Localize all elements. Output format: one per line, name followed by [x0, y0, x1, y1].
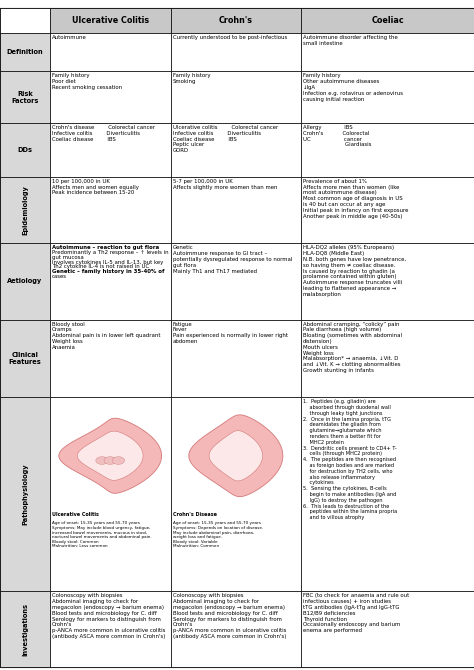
FancyBboxPatch shape — [0, 34, 50, 72]
FancyBboxPatch shape — [50, 123, 171, 177]
FancyBboxPatch shape — [171, 243, 301, 320]
Text: Involves cytokines IL-5 and IL-13, but key: Involves cytokines IL-5 and IL-13, but k… — [52, 259, 163, 265]
FancyBboxPatch shape — [0, 592, 50, 667]
FancyBboxPatch shape — [171, 34, 301, 72]
Text: Autoimmune: Autoimmune — [52, 36, 86, 40]
FancyBboxPatch shape — [50, 397, 171, 592]
FancyBboxPatch shape — [0, 72, 50, 123]
Text: DDs: DDs — [18, 147, 32, 153]
Text: Genetic
Autoimmune response to GI tract –
potentially dysregulated response to n: Genetic Autoimmune response to GI tract … — [173, 245, 292, 273]
FancyBboxPatch shape — [0, 177, 50, 243]
FancyBboxPatch shape — [301, 177, 474, 243]
Text: Coeliac: Coeliac — [371, 16, 404, 25]
FancyBboxPatch shape — [301, 72, 474, 123]
Text: Age of onset: 15-35 years and 55-70 years
Symptoms: May include blood urgency, f: Age of onset: 15-35 years and 55-70 year… — [52, 521, 151, 549]
FancyBboxPatch shape — [50, 177, 171, 243]
Text: Prevalence of about 1%
Affects more men than women (like
most autoimmune disease: Prevalence of about 1% Affects more men … — [303, 179, 408, 218]
Text: Crohn's: Crohn's — [219, 16, 253, 25]
Text: Genetic – family history in 35-40% of: Genetic – family history in 35-40% of — [52, 269, 164, 274]
Text: cases: cases — [52, 273, 67, 279]
Text: Predominantly a Th2 response – ↑ levels in: Predominantly a Th2 response – ↑ levels … — [52, 250, 168, 255]
Polygon shape — [209, 431, 263, 481]
Polygon shape — [59, 418, 162, 493]
Polygon shape — [189, 415, 283, 496]
FancyBboxPatch shape — [171, 72, 301, 123]
Text: FBC (to check for anaemia and rule out
infectious causes) + iron studies
tTG ant: FBC (to check for anaemia and rule out i… — [303, 594, 409, 633]
Polygon shape — [77, 431, 143, 480]
FancyBboxPatch shape — [301, 8, 474, 34]
Text: Crohn's Disease: Crohn's Disease — [173, 512, 217, 517]
Text: Family history
Smoking: Family history Smoking — [173, 74, 210, 84]
Text: Age of onset: 15-35 years and 55-70 years
Symptoms: Depends on location of disea: Age of onset: 15-35 years and 55-70 year… — [173, 521, 263, 549]
FancyBboxPatch shape — [171, 592, 301, 667]
Text: Fatigue
Fever
Pain experienced is normally in lower right
abdomen: Fatigue Fever Pain experienced is normal… — [173, 322, 288, 344]
FancyBboxPatch shape — [0, 8, 50, 34]
FancyBboxPatch shape — [0, 320, 50, 397]
Text: Th2 cytokine IL-4 is not raised in UC: Th2 cytokine IL-4 is not raised in UC — [52, 264, 149, 269]
Text: 5-7 per 100,000 in UK
Affects slightly more women than men: 5-7 per 100,000 in UK Affects slightly m… — [173, 179, 277, 190]
Text: Aetiology: Aetiology — [7, 279, 43, 285]
Text: Colonoscopy with biopsies
Abdominal imaging to check for
megacolon (endoscopy → : Colonoscopy with biopsies Abdominal imag… — [173, 594, 286, 639]
Text: Autoimmune disorder affecting the
small intestine: Autoimmune disorder affecting the small … — [303, 36, 398, 46]
FancyBboxPatch shape — [301, 34, 474, 72]
Text: Colonoscopy with biopsies
Abdominal imaging to check for
megacolon (endoscopy → : Colonoscopy with biopsies Abdominal imag… — [52, 594, 165, 639]
FancyBboxPatch shape — [50, 592, 171, 667]
FancyBboxPatch shape — [0, 123, 50, 177]
Text: Family history
Poor diet
Recent smoking cessation: Family history Poor diet Recent smoking … — [52, 74, 122, 90]
Text: Clinical
Features: Clinical Features — [9, 352, 41, 365]
FancyBboxPatch shape — [50, 34, 171, 72]
Text: Ulcerative Colitis: Ulcerative Colitis — [72, 16, 149, 25]
Text: Pathophysiology: Pathophysiology — [22, 464, 28, 525]
Text: Ulcerative colitis        Colorectal cancer
Infective colitis        Diverticuli: Ulcerative colitis Colorectal cancer Inf… — [173, 125, 278, 153]
FancyBboxPatch shape — [171, 8, 301, 34]
FancyBboxPatch shape — [0, 397, 50, 592]
FancyBboxPatch shape — [171, 177, 301, 243]
FancyBboxPatch shape — [50, 72, 171, 123]
FancyBboxPatch shape — [301, 243, 474, 320]
Polygon shape — [104, 457, 117, 464]
Polygon shape — [96, 457, 108, 464]
FancyBboxPatch shape — [0, 243, 50, 320]
Text: gut mucosa: gut mucosa — [52, 255, 83, 260]
FancyBboxPatch shape — [301, 320, 474, 397]
Text: 10 per 100,000 in UK
Affects men and women equally
Peak incidence between 15-20: 10 per 100,000 in UK Affects men and wom… — [52, 179, 138, 196]
Text: Risk
Factors: Risk Factors — [11, 90, 38, 104]
Text: Family history
Other autoimmune diseases
↓IgA
Infection e.g. rotavirus or adenov: Family history Other autoimmune diseases… — [303, 74, 403, 102]
FancyBboxPatch shape — [50, 243, 171, 320]
FancyBboxPatch shape — [301, 123, 474, 177]
Text: Ulcerative Colitis: Ulcerative Colitis — [52, 512, 99, 517]
FancyBboxPatch shape — [50, 320, 171, 397]
Text: Autoimmune – reaction to gut flora: Autoimmune – reaction to gut flora — [52, 245, 159, 251]
Text: Epidemiology: Epidemiology — [22, 185, 28, 235]
Text: Abdominal cramping, “colicky” pain
Pale diarrhoea (high volume)
Bloating (someti: Abdominal cramping, “colicky” pain Pale … — [303, 322, 402, 373]
FancyBboxPatch shape — [301, 397, 474, 592]
FancyBboxPatch shape — [301, 592, 474, 667]
Text: Bloody stool
Cramps
Abdominal pain is in lower left quadrant
Weight loss
Anaemia: Bloody stool Cramps Abdominal pain is in… — [52, 322, 160, 350]
Text: Definition: Definition — [7, 50, 43, 56]
Text: Investigations: Investigations — [22, 602, 28, 655]
FancyBboxPatch shape — [50, 8, 171, 34]
FancyBboxPatch shape — [171, 123, 301, 177]
Text: HLA-DQ2 alleles (95% Europeans)
HLA-DQ8 (Middle East)
N.B. both genes have low p: HLA-DQ2 alleles (95% Europeans) HLA-DQ8 … — [303, 245, 406, 297]
FancyBboxPatch shape — [171, 320, 301, 397]
Text: Currently understood to be post-infectious: Currently understood to be post-infectio… — [173, 36, 287, 40]
Text: 1.  Peptides (e.g. gliadin) are
    absorbed through duodenal wall
    through l: 1. Peptides (e.g. gliadin) are absorbed … — [303, 399, 397, 520]
FancyBboxPatch shape — [171, 397, 301, 592]
Text: Allergy             IBS
Crohn's           Colorectal
UC                   cancer: Allergy IBS Crohn's Colorectal UC cancer — [303, 125, 371, 147]
Polygon shape — [112, 457, 125, 464]
Text: Crohn's disease        Colorectal cancer
Infective colitis        Diverticulitis: Crohn's disease Colorectal cancer Infect… — [52, 125, 155, 141]
